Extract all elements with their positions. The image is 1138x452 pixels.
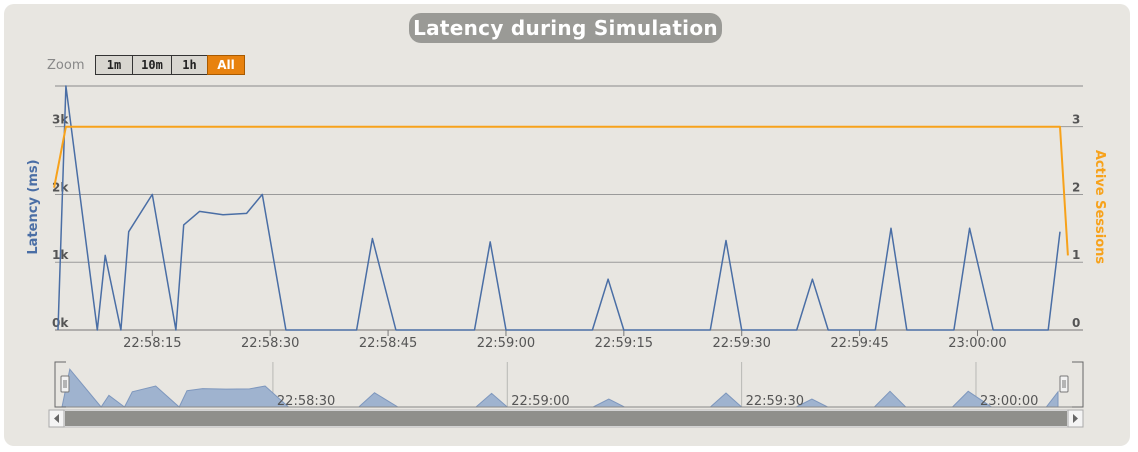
zoom-label: Zoom (47, 58, 85, 73)
navigator-tick-label: 23:00:00 (980, 394, 1038, 409)
scrollbar-left-arrow[interactable] (48, 409, 65, 428)
arrow-right-icon (1073, 414, 1078, 423)
x-tick-label: 23:00:00 (948, 336, 1006, 351)
series-line-active-sessions (53, 125, 1069, 256)
navigator-left-handle[interactable] (60, 375, 70, 393)
x-tick-label: 22:58:30 (241, 336, 299, 351)
y-left-tick-label: 2k (52, 180, 69, 194)
zoom-1h-button[interactable]: 1h (171, 55, 208, 75)
x-tick-label: 22:59:15 (595, 336, 653, 351)
y-right-tick-label: 3 (1072, 113, 1080, 127)
y-axis-right-label: Active Sessions (1092, 150, 1107, 265)
navigator-right-outline (1072, 361, 1084, 408)
y-right-tick-label: 0 (1072, 316, 1080, 330)
scrollbar-thumb[interactable] (65, 411, 1067, 426)
arrow-left-icon (54, 414, 59, 423)
navigator-right-handle[interactable] (1059, 375, 1069, 393)
x-tick-label: 22:59:00 (477, 336, 535, 351)
series-line-latency (57, 85, 1061, 331)
y-left-tick-label: 3k (52, 113, 69, 127)
y-left-tick-label: 0k (52, 316, 69, 330)
navigator-tick-label: 22:58:30 (277, 394, 335, 409)
x-tick-label: 22:59:30 (713, 336, 771, 351)
y-right-tick-label: 1 (1072, 248, 1080, 262)
navigator-tick-label: 22:59:00 (511, 394, 569, 409)
scrollbar-right-arrow[interactable] (1067, 409, 1084, 428)
navigator-left-outline (54, 361, 66, 408)
chart-title: Latency during Simulation (409, 13, 722, 43)
y-axis-left-label: Latency (ms) (26, 159, 41, 254)
x-tick-label: 22:58:15 (123, 336, 181, 351)
zoom-all-button[interactable]: All (207, 55, 245, 75)
x-tick-label: 22:58:45 (359, 336, 417, 351)
navigator-tick-label: 22:59:30 (746, 394, 804, 409)
y-right-tick-label: 2 (1072, 180, 1080, 194)
x-tick-label: 22:59:45 (830, 336, 888, 351)
